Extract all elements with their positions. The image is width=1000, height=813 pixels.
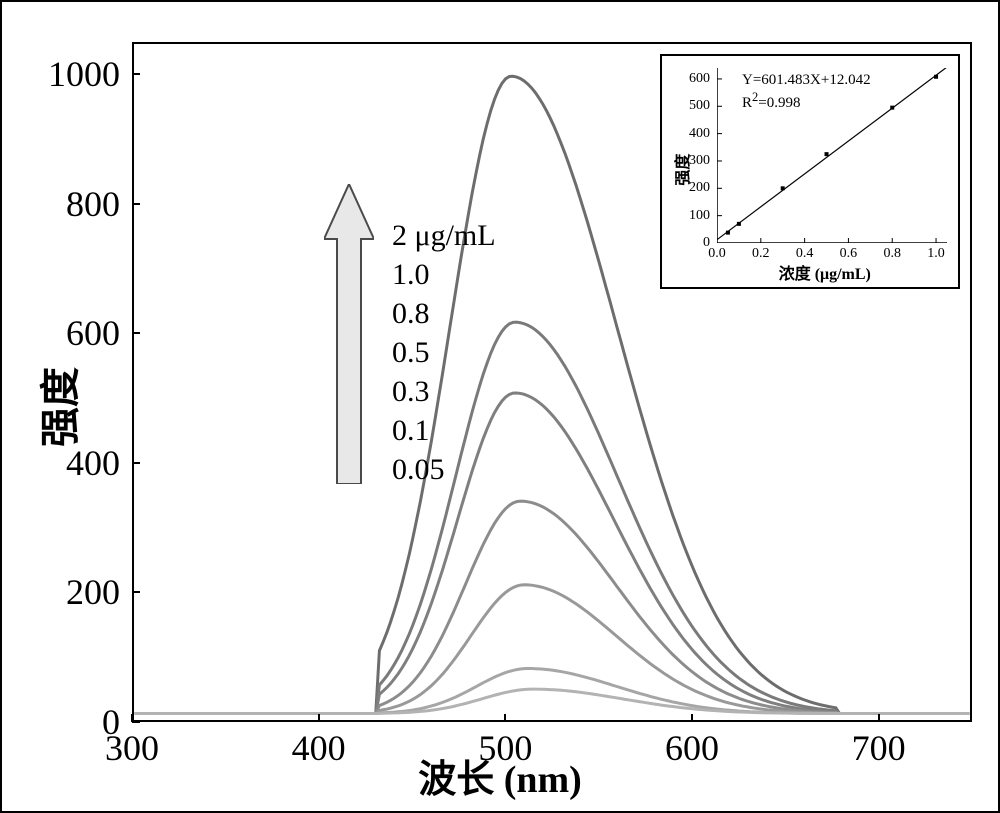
inset-y-tick-label: 400 xyxy=(670,126,710,142)
spectrum-curve xyxy=(134,585,969,714)
inset-x-axis-label: 浓度 (μg/mL) xyxy=(779,260,871,284)
x-tick-mark xyxy=(318,714,320,722)
inset-y-tick-label: 200 xyxy=(670,180,710,196)
y-tick-label: 200 xyxy=(40,571,120,613)
concentration-list: 2 μg/mL 1.00.80.50.30.10.05 xyxy=(392,216,496,489)
x-tick-label: 700 xyxy=(852,727,906,769)
inset-x-tick-label: 0.2 xyxy=(752,246,770,262)
y-tick-label: 800 xyxy=(40,183,120,225)
y-tick-mark xyxy=(132,591,140,593)
figure-wrap: 2 μg/mL 1.00.80.50.30.10.05 强度 浓度 (μg/mL… xyxy=(0,0,1000,813)
inset-y-tick-label: 600 xyxy=(670,71,710,87)
concentration-item: 0.8 xyxy=(392,294,496,333)
spectrum-curve xyxy=(134,322,969,713)
x-tick-mark xyxy=(878,714,880,722)
y-tick-mark xyxy=(132,721,140,723)
x-tick-label: 300 xyxy=(105,727,159,769)
x-tick-label: 400 xyxy=(292,727,346,769)
spectrum-curve xyxy=(134,393,969,714)
concentration-item: 0.3 xyxy=(392,372,496,411)
y-axis-label: 强度 xyxy=(28,367,86,447)
inset-data-point xyxy=(726,231,730,235)
y-tick-label: 400 xyxy=(40,442,120,484)
concentration-item: 0.1 xyxy=(392,411,496,450)
concentration-item: 1.0 xyxy=(392,255,496,294)
inset-data-point xyxy=(781,186,785,190)
inset-data-point xyxy=(825,152,829,156)
inset-x-tick-label: 0.6 xyxy=(840,246,858,262)
main-plot-area: 2 μg/mL 1.00.80.50.30.10.05 强度 浓度 (μg/mL… xyxy=(132,42,972,722)
inset-x-tick-label: 0.8 xyxy=(883,246,901,262)
concentration-top: 2 μg/mL xyxy=(392,216,496,255)
concentration-arrow xyxy=(324,184,374,484)
x-tick-mark xyxy=(131,714,133,722)
y-tick-mark xyxy=(132,203,140,205)
inset-x-tick-label: 0.0 xyxy=(708,246,726,262)
inset-eq-line1: Y=601.483X+12.042 xyxy=(742,71,871,90)
inset-y-tick-label: 100 xyxy=(670,208,710,224)
x-tick-mark xyxy=(504,714,506,722)
x-tick-label: 600 xyxy=(665,727,719,769)
inset-x-tick-label: 0.4 xyxy=(796,246,814,262)
inset-data-point xyxy=(737,222,741,226)
spectrum-curve xyxy=(134,501,969,713)
inset-eq-line2: R2=0.998 xyxy=(742,90,871,113)
y-tick-mark xyxy=(132,73,140,75)
y-tick-mark xyxy=(132,332,140,334)
y-tick-mark xyxy=(132,462,140,464)
inset-y-tick-label: 500 xyxy=(670,98,710,114)
concentration-item: 0.5 xyxy=(392,333,496,372)
x-tick-mark xyxy=(691,714,693,722)
x-tick-label: 500 xyxy=(478,727,532,769)
inset-y-tick-label: 0 xyxy=(670,235,710,251)
inset-x-tick-label: 1.0 xyxy=(927,246,945,262)
concentration-item: 0.05 xyxy=(392,450,496,489)
inset-chart: 强度 浓度 (μg/mL) Y=601.483X+12.042 R2=0.998… xyxy=(660,54,960,289)
inset-data-point xyxy=(934,75,938,79)
inset-equation: Y=601.483X+12.042 R2=0.998 xyxy=(742,71,871,113)
spectrum-curve xyxy=(134,689,969,713)
inset-y-tick-label: 300 xyxy=(670,153,710,169)
y-tick-label: 1000 xyxy=(40,53,120,95)
inset-data-point xyxy=(890,106,894,110)
y-tick-label: 600 xyxy=(40,312,120,354)
